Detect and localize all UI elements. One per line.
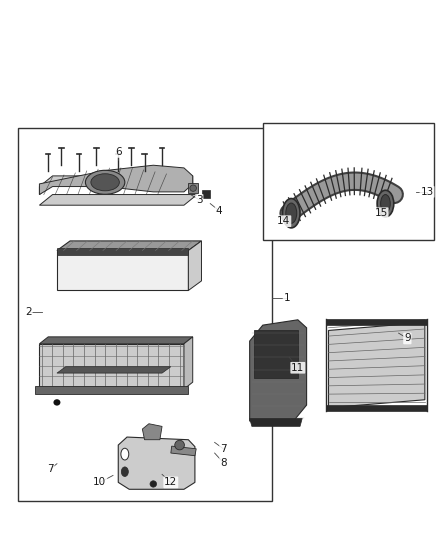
Polygon shape [39, 176, 193, 195]
Polygon shape [171, 446, 196, 456]
Ellipse shape [283, 198, 300, 228]
Ellipse shape [91, 174, 119, 191]
Bar [263, 123, 434, 240]
Text: 3: 3 [196, 195, 203, 205]
Ellipse shape [85, 171, 125, 195]
Ellipse shape [121, 467, 128, 477]
Bar [57, 251, 188, 290]
Polygon shape [39, 195, 197, 205]
Bar [326, 405, 427, 411]
Polygon shape [328, 322, 425, 408]
Polygon shape [250, 418, 302, 426]
Polygon shape [250, 320, 307, 421]
Text: 14: 14 [277, 216, 290, 226]
Ellipse shape [190, 185, 196, 191]
Text: 13: 13 [420, 187, 434, 197]
Bar [326, 319, 427, 325]
Bar [39, 344, 184, 389]
Polygon shape [188, 241, 201, 290]
Text: 8: 8 [220, 458, 227, 467]
Text: 11: 11 [291, 363, 304, 373]
Polygon shape [39, 337, 193, 344]
Bar [35, 386, 188, 394]
Ellipse shape [377, 190, 394, 217]
Polygon shape [57, 241, 201, 251]
Bar [202, 190, 210, 198]
Bar [57, 248, 188, 255]
Polygon shape [39, 165, 193, 195]
Text: 7: 7 [47, 464, 54, 474]
Text: 15: 15 [374, 208, 388, 218]
Polygon shape [184, 337, 193, 389]
Polygon shape [142, 424, 162, 440]
Text: 9: 9 [404, 334, 411, 343]
Text: 4: 4 [215, 206, 223, 215]
Polygon shape [118, 437, 195, 489]
Bar [188, 183, 198, 193]
Bar [254, 330, 298, 378]
Ellipse shape [175, 440, 184, 450]
Text: 7: 7 [220, 444, 227, 454]
Ellipse shape [53, 399, 60, 406]
Text: 12: 12 [164, 478, 177, 487]
Text: 10: 10 [93, 478, 106, 487]
Text: 6: 6 [115, 147, 122, 157]
Polygon shape [57, 367, 171, 373]
Ellipse shape [381, 195, 390, 213]
Text: 2: 2 [25, 307, 32, 317]
Text: 1: 1 [283, 294, 290, 303]
Ellipse shape [121, 448, 129, 460]
Bar [18, 128, 272, 501]
Ellipse shape [286, 203, 297, 223]
Ellipse shape [150, 481, 156, 487]
